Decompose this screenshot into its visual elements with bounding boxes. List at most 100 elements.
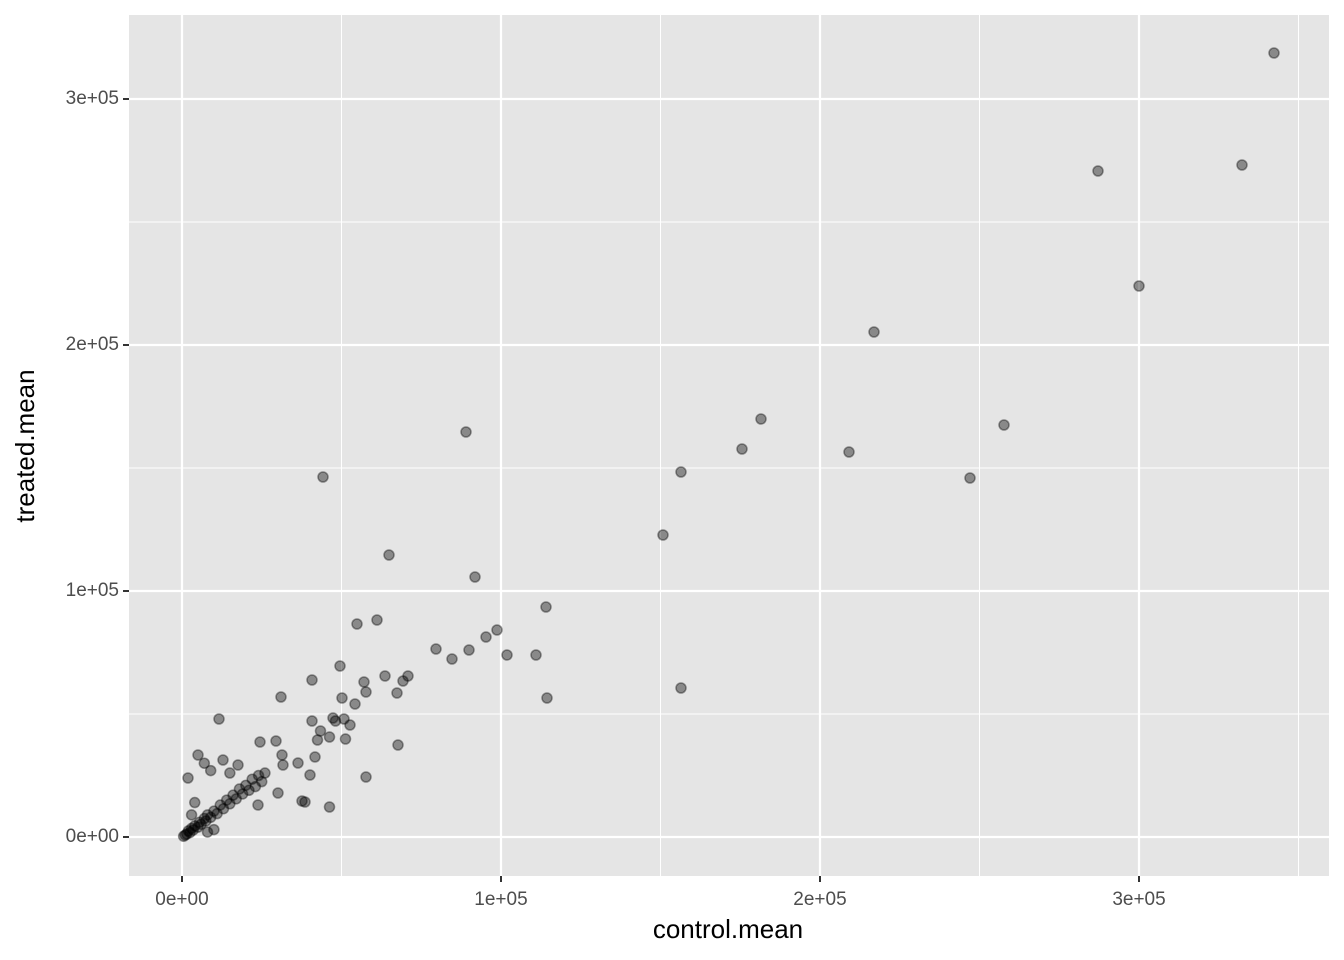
point: [334, 660, 346, 672]
point: [277, 759, 289, 771]
point: [192, 749, 204, 761]
point: [211, 807, 223, 820]
point: [360, 686, 372, 698]
point: [193, 816, 206, 828]
x-tick-label: 3e+05: [1112, 889, 1165, 910]
point: [383, 549, 395, 561]
point: [1092, 165, 1104, 177]
point: [254, 736, 266, 748]
y-tick-label: 0e+00: [66, 826, 119, 847]
point: [501, 649, 513, 661]
point: [329, 715, 342, 727]
point: [868, 326, 880, 338]
point: [430, 643, 442, 655]
y-axis-label: treated.mean: [10, 369, 40, 522]
point: [1133, 280, 1145, 292]
point: [270, 735, 282, 747]
point: [204, 764, 217, 777]
point: [230, 793, 242, 805]
point: [336, 692, 348, 704]
point: [204, 811, 217, 824]
y-tick-label: 2e+05: [66, 334, 119, 355]
point: [460, 426, 472, 438]
point: [379, 670, 391, 682]
point: [276, 749, 288, 761]
point: [184, 826, 196, 839]
point: [402, 670, 414, 682]
panel: [129, 15, 1329, 876]
point: [217, 802, 230, 815]
point: [314, 725, 327, 737]
point: [208, 823, 220, 836]
point: [198, 757, 211, 769]
point: [296, 795, 308, 807]
point: [736, 443, 748, 455]
point: [272, 787, 284, 799]
point: [1236, 159, 1248, 171]
point: [187, 824, 199, 836]
point: [299, 796, 311, 808]
point: [349, 698, 361, 710]
point: [463, 644, 475, 656]
y-tick-label: 1e+05: [66, 580, 119, 601]
point: [339, 733, 352, 745]
point: [1268, 47, 1280, 59]
point: [491, 624, 503, 636]
x-tick-label: 1e+05: [474, 889, 527, 910]
point: [327, 712, 339, 724]
point: [185, 809, 198, 821]
point: [182, 825, 195, 837]
point: [224, 798, 236, 810]
x-tick-label: 2e+05: [793, 889, 846, 910]
point: [306, 674, 318, 686]
point: [252, 799, 264, 811]
point: [391, 687, 403, 699]
point: [323, 801, 336, 813]
point: [309, 751, 321, 763]
point: [344, 719, 356, 731]
point: [351, 618, 363, 630]
point: [232, 759, 244, 771]
point: [304, 769, 316, 781]
point: [755, 413, 767, 425]
point: [675, 466, 687, 478]
point: [220, 794, 233, 806]
point: [201, 826, 214, 838]
x-tick-label: 0e+00: [155, 889, 208, 910]
point: [360, 771, 372, 783]
point: [530, 649, 542, 661]
point: [224, 767, 236, 779]
point: [292, 757, 304, 769]
x-axis-label: control.mean: [653, 914, 803, 944]
point: [358, 676, 370, 688]
point: [181, 828, 193, 840]
point: [480, 631, 492, 643]
point: [208, 805, 220, 817]
point: [338, 713, 350, 725]
point: [201, 809, 214, 821]
point: [227, 789, 239, 801]
point: [214, 799, 227, 811]
point: [198, 812, 211, 825]
point: [177, 830, 190, 843]
point: [675, 682, 687, 694]
point: [255, 775, 268, 788]
point: [397, 675, 409, 687]
point: [252, 769, 265, 782]
point: [182, 772, 194, 784]
point: [236, 788, 249, 800]
point: [392, 739, 404, 751]
point: [843, 446, 855, 458]
point: [195, 818, 207, 830]
point: [249, 780, 262, 793]
point: [306, 715, 318, 727]
point: [323, 731, 336, 743]
point: [540, 601, 552, 613]
point: [371, 614, 383, 626]
point: [189, 820, 201, 832]
point: [189, 796, 201, 809]
point: [240, 779, 252, 792]
point: [317, 471, 329, 483]
